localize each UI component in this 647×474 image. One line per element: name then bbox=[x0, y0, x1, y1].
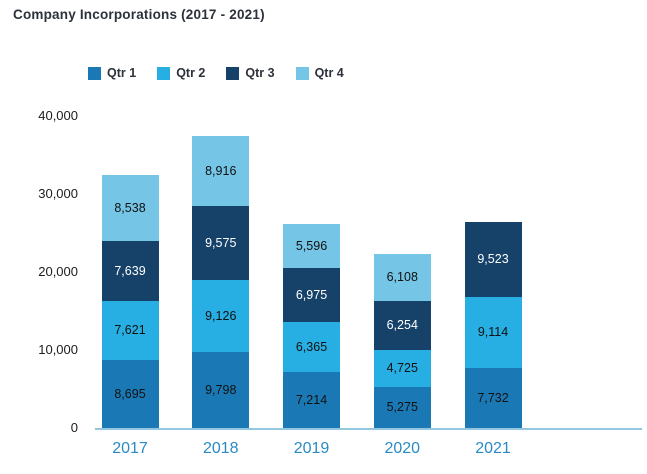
bar-segment-2018-qtr-4: 8,916 bbox=[192, 136, 250, 206]
bar-segment-2017-qtr-4: 8,538 bbox=[101, 174, 159, 242]
bar-value-label: 8,538 bbox=[114, 200, 146, 215]
bar-value-label: 9,798 bbox=[205, 382, 237, 397]
bar-value-label: 9,523 bbox=[477, 252, 509, 267]
y-axis-tick-label: 10,000 bbox=[38, 342, 78, 357]
bar-segment-2018-qtr-3: 9,575 bbox=[192, 205, 250, 281]
bar-value-label: 6,108 bbox=[386, 270, 418, 285]
legend-label: Qtr 2 bbox=[176, 66, 206, 80]
stacked-bar-2021: 7,732 9,114 9,523 bbox=[464, 0, 522, 428]
legend-label: Qtr 4 bbox=[314, 66, 344, 80]
bar-value-label: 6,365 bbox=[295, 339, 328, 354]
legend-swatch-icon bbox=[226, 66, 240, 80]
stacked-bar-2019: 7,214 6,365 6,975 5,596 bbox=[283, 0, 340, 428]
bar-value-label: 7,732 bbox=[477, 390, 509, 405]
x-axis-label-2017: 2017 bbox=[112, 440, 148, 457]
bar-segment-2020-qtr-2: 4,725 bbox=[373, 350, 431, 387]
bar-segment-2019-qtr-3: 6,975 bbox=[283, 267, 340, 323]
bar-value-label: 6,975 bbox=[295, 287, 328, 302]
bar-segment-2017-qtr-3: 7,639 bbox=[101, 241, 159, 301]
bar-value-label: 7,621 bbox=[114, 323, 146, 338]
bar-segment-2020-qtr-4: 6,108 bbox=[373, 253, 431, 302]
x-axis-label-2019: 2019 bbox=[293, 440, 330, 457]
legend-label: Qtr 1 bbox=[107, 66, 137, 80]
bar-segment-2021-qtr-3: 9,523 bbox=[464, 222, 522, 297]
bar-value-label: 7,639 bbox=[114, 263, 146, 278]
bar-segment-2020-qtr-1: 5,275 bbox=[373, 386, 431, 428]
bar-value-label: 4,725 bbox=[386, 361, 418, 376]
legend-item-qtr-4: Qtr 4 bbox=[295, 66, 344, 80]
bar-value-label: 7,214 bbox=[295, 392, 328, 407]
bar-segment-2021-qtr-1: 7,732 bbox=[464, 367, 522, 428]
legend-swatch-icon bbox=[88, 66, 101, 80]
x-axis-baseline bbox=[95, 428, 642, 430]
bar-segment-2017-qtr-1: 8,695 bbox=[101, 360, 159, 428]
legend-label: Qtr 3 bbox=[245, 66, 275, 80]
y-axis-tick-label: 40,000 bbox=[38, 108, 78, 123]
stacked-bar-2018: 9,798 9,126 9,575 8,916 bbox=[192, 0, 250, 428]
chart-legend: Qtr 1 Qtr 2 Qtr 3 Qtr 4 bbox=[88, 66, 365, 80]
legend-swatch-icon bbox=[157, 66, 171, 80]
y-axis-tick-label: 0 bbox=[70, 420, 78, 435]
bar-segment-2018-qtr-2: 9,126 bbox=[192, 280, 250, 352]
x-axis-label-2020: 2020 bbox=[384, 440, 421, 457]
bar-value-label: 8,916 bbox=[205, 163, 237, 178]
bar-value-label: 5,275 bbox=[386, 400, 418, 415]
legend-item-qtr-3: Qtr 3 bbox=[226, 66, 275, 80]
legend-item-qtr-1: Qtr 1 bbox=[88, 66, 136, 80]
bar-segment-2019-qtr-4: 5,596 bbox=[283, 224, 340, 268]
bar-value-label: 8,695 bbox=[114, 386, 146, 401]
legend-swatch-icon bbox=[295, 66, 309, 80]
bar-value-label: 6,254 bbox=[386, 318, 418, 333]
bar-value-label: 9,575 bbox=[205, 235, 237, 250]
bar-value-label: 5,596 bbox=[295, 238, 328, 253]
x-axis-label-2021: 2021 bbox=[475, 440, 511, 457]
stacked-bar-2020: 5,275 4,725 6,254 6,108 bbox=[373, 0, 431, 428]
bar-segment-2018-qtr-1: 9,798 bbox=[192, 351, 250, 428]
chart-title: Company Incorporations (2017 - 2021) bbox=[13, 7, 265, 22]
bar-value-label: 9,114 bbox=[477, 324, 509, 339]
bar-segment-2020-qtr-3: 6,254 bbox=[373, 301, 431, 350]
bar-segment-2019-qtr-1: 7,214 bbox=[283, 371, 340, 428]
y-axis-tick-label: 20,000 bbox=[38, 264, 78, 279]
bar-value-label: 9,126 bbox=[205, 308, 237, 323]
bar-segment-2021-qtr-2: 9,114 bbox=[464, 296, 522, 368]
bar-segment-2019-qtr-2: 6,365 bbox=[283, 322, 340, 372]
bar-segment-2017-qtr-2: 7,621 bbox=[101, 300, 159, 361]
y-axis-tick-label: 30,000 bbox=[38, 186, 78, 201]
legend-item-qtr-2: Qtr 2 bbox=[157, 66, 205, 80]
x-axis-label-2018: 2018 bbox=[202, 440, 239, 457]
stacked-bar-2017: 8,695 7,621 7,639 8,538 bbox=[101, 0, 159, 428]
